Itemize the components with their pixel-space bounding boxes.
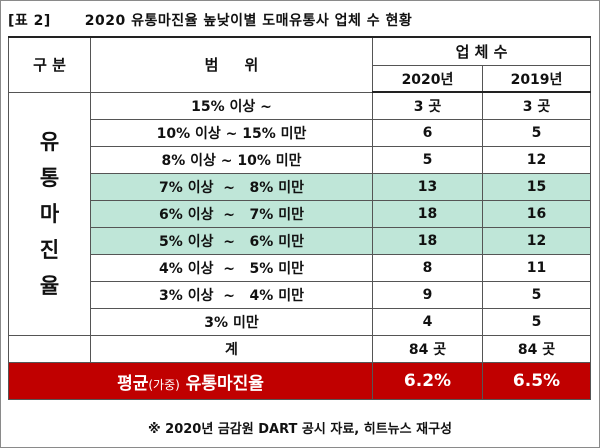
table-row: 5% 이상 ~ 6% 미만 18 12 bbox=[9, 227, 592, 255]
header-category: 구 분 bbox=[8, 36, 91, 93]
value-2019-cell: 5 bbox=[481, 119, 592, 147]
total-row: 계 84 곳 84 곳 bbox=[8, 335, 592, 363]
header-count-group: 업 체 수 bbox=[371, 36, 592, 66]
value-2020-cell: 4 bbox=[372, 308, 483, 336]
range-cell: 8% 이상 ~ 10% 미만 bbox=[90, 146, 373, 174]
value-2020-cell: 13 bbox=[372, 173, 483, 201]
category-label-char: 유 bbox=[39, 129, 60, 154]
value-2020-cell: 6 bbox=[372, 119, 483, 147]
value-2019-cell: 11 bbox=[481, 254, 592, 282]
category-label-char: 진 bbox=[39, 237, 60, 262]
table-row: 10% 이상 ~ 15% 미만 6 5 bbox=[9, 119, 592, 147]
total-empty-cell bbox=[8, 335, 91, 363]
value-2019-cell: 5 bbox=[481, 281, 592, 309]
range-cell: 15% 이상 ~ bbox=[90, 91, 373, 120]
table-row: 4% 이상 ~ 5% 미만 8 11 bbox=[9, 254, 592, 282]
average-label-pre: 평균 bbox=[117, 373, 149, 394]
value-2019-cell: 12 bbox=[481, 146, 592, 174]
category-label-char: 통 bbox=[39, 165, 60, 190]
total-2020: 84 곳 bbox=[372, 335, 483, 363]
value-2019-cell: 5 bbox=[481, 308, 592, 336]
total-2019: 84 곳 bbox=[481, 335, 592, 363]
range-cell: 4% 이상 ~ 5% 미만 bbox=[90, 254, 373, 282]
table-row: 8% 이상 ~ 10% 미만 5 12 bbox=[9, 146, 592, 174]
average-2020: 6.2% bbox=[372, 362, 483, 400]
table-row: 3% 미만 4 5 bbox=[9, 308, 592, 336]
value-2020-cell: 8 bbox=[372, 254, 483, 282]
table-row: 6% 이상 ~ 7% 미만 18 16 bbox=[9, 200, 592, 228]
table-row: 3% 이상 ~ 4% 미만 9 5 bbox=[9, 281, 592, 309]
average-2019: 6.5% bbox=[481, 362, 592, 400]
range-cell: 6% 이상 ~ 7% 미만 bbox=[90, 200, 373, 228]
value-2019-cell: 16 bbox=[481, 200, 592, 228]
value-2020-cell: 18 bbox=[372, 200, 483, 228]
value-2019-cell: 15 bbox=[481, 173, 592, 201]
average-label: 평균(가중) 유통마진율 bbox=[8, 362, 373, 400]
value-2020-cell: 3 곳 bbox=[372, 91, 483, 120]
value-2019-cell: 12 bbox=[481, 227, 592, 255]
value-2020-cell: 18 bbox=[372, 227, 483, 255]
range-cell: 3% 미만 bbox=[90, 308, 373, 336]
header-year-2020: 2020년 bbox=[372, 65, 483, 93]
value-2019-cell: 3 곳 bbox=[481, 91, 592, 120]
average-row: 평균(가중) 유통마진율 6.2% 6.5% bbox=[8, 362, 592, 400]
header-year-2019: 2019년 bbox=[481, 65, 592, 93]
table-title-text: 2020 유통마진율 높낮이별 도매유통사 업체 수 현황 bbox=[84, 13, 413, 29]
average-label-post: 유통마진율 bbox=[179, 373, 264, 394]
value-2020-cell: 9 bbox=[372, 281, 483, 309]
value-2020-cell: 5 bbox=[372, 146, 483, 174]
header-range: 범 위 bbox=[90, 36, 373, 93]
range-cell: 3% 이상 ~ 4% 미만 bbox=[90, 281, 373, 309]
table-row: 7% 이상 ~ 8% 미만 13 15 bbox=[9, 173, 592, 201]
range-cell: 5% 이상 ~ 6% 미만 bbox=[90, 227, 373, 255]
source-note: ※ 2020년 금감원 DART 공시 자료, 히트뉴스 재구성 bbox=[148, 422, 452, 437]
average-label-small: (가중) bbox=[148, 377, 180, 392]
category-label-char: 마 bbox=[39, 201, 60, 226]
range-cell: 7% 이상 ~ 8% 미만 bbox=[90, 173, 373, 201]
statistics-table: 구 분 범 위 업 체 수 2020년 2019년 유 통 마 진 율 15% 이상 ~3… bbox=[8, 36, 592, 400]
total-label: 계 bbox=[90, 335, 373, 363]
range-cell: 10% 이상 ~ 15% 미만 bbox=[90, 119, 373, 147]
category-label-char: 율 bbox=[39, 273, 60, 298]
table-title-prefix: [표 2] bbox=[8, 13, 51, 29]
table-title: [표 2] 2020 유통마진율 높낮이별 도매유통사 업체 수 현황 bbox=[8, 10, 412, 30]
